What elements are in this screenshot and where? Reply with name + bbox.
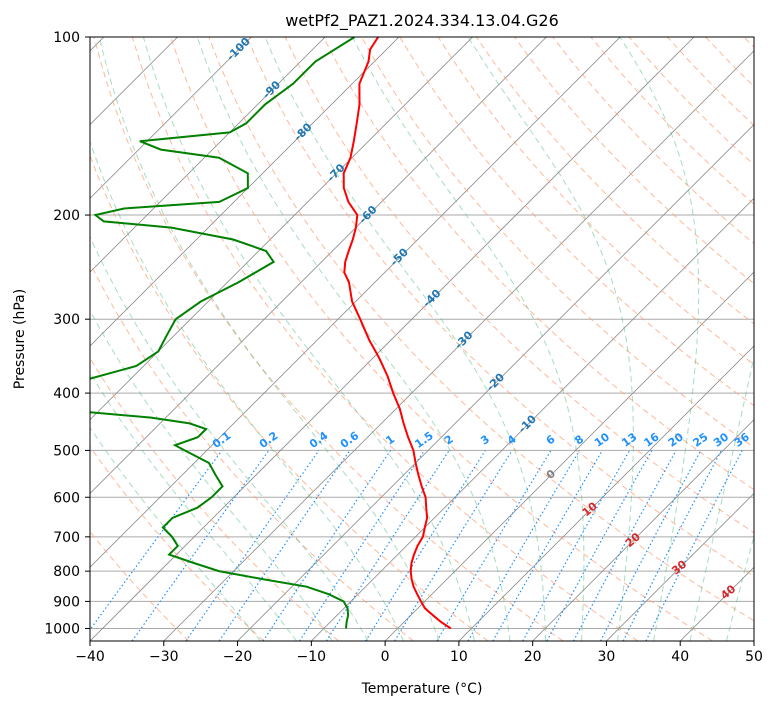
moist-adiabat-line bbox=[689, 354, 754, 641]
chart-title: wetPf2_PAZ1.2024.334.13.04.G26 bbox=[285, 11, 559, 31]
isotherm-line bbox=[90, 37, 621, 568]
isotherm-line bbox=[606, 492, 754, 641]
x-tick-label: 0 bbox=[381, 649, 390, 665]
moist-adiabat-line bbox=[726, 534, 754, 641]
dry-adiabat-line bbox=[170, 37, 713, 641]
isotherm-line bbox=[163, 50, 754, 641]
mixing-ratio-line bbox=[546, 450, 653, 641]
dry-adiabat-line bbox=[90, 445, 265, 641]
y-tick-label: 700 bbox=[53, 530, 80, 546]
mixing-ratio-line bbox=[645, 450, 743, 641]
x-axis-title: Temperature (°C) bbox=[361, 681, 483, 697]
y-tick-label: 500 bbox=[53, 443, 80, 459]
isotherm-line bbox=[237, 123, 754, 641]
dry-adiabat-line bbox=[246, 37, 754, 577]
mixing-ratio-line bbox=[394, 450, 513, 641]
mixing-ratio-line bbox=[572, 450, 677, 641]
mixing-ratio-line bbox=[185, 450, 320, 641]
moist-adiabat-line bbox=[90, 309, 333, 641]
isotherm-line bbox=[90, 37, 473, 421]
y-tick-label: 300 bbox=[53, 312, 80, 328]
mixing-ratio-line bbox=[522, 450, 631, 641]
y-tick-label: 1000 bbox=[44, 621, 80, 637]
moist-adiabat-line bbox=[619, 37, 700, 641]
y-axis-title: Pressure (hPa) bbox=[12, 289, 28, 389]
mixing-ratio-line bbox=[90, 450, 223, 631]
mixing-ratio-line bbox=[131, 450, 270, 641]
x-tick-label: 50 bbox=[745, 649, 763, 665]
moist-adiabat-line bbox=[90, 235, 369, 641]
x-tick-label: −10 bbox=[297, 649, 327, 665]
isotherm-line bbox=[90, 37, 547, 495]
moist-adiabat-line bbox=[90, 140, 405, 641]
y-tick-label: 400 bbox=[53, 386, 80, 402]
moist-adiabat-line bbox=[142, 37, 475, 641]
isotherm-line bbox=[384, 271, 754, 641]
mixing-ratio-line bbox=[262, 450, 392, 641]
y-tick-label: 200 bbox=[53, 208, 80, 224]
isotherm-line bbox=[532, 419, 754, 641]
y-tick-label: 100 bbox=[53, 30, 80, 46]
y-tick-label: 900 bbox=[53, 594, 80, 610]
mixing-ratio-line bbox=[622, 450, 722, 641]
isotherm-line bbox=[90, 37, 695, 641]
mixing-ratio-line bbox=[299, 450, 425, 641]
axes: −40 −30 −20 −10 0 10 20 30 40 50 100 200 300 400 500 60… bbox=[44, 30, 763, 665]
dry-adiabat-line bbox=[90, 357, 339, 641]
dry-adiabat-line bbox=[208, 37, 754, 622]
moist-adiabat-line bbox=[90, 371, 297, 641]
x-tick-label: −40 bbox=[75, 649, 105, 665]
isotherm-line bbox=[90, 37, 252, 199]
dry-adiabat-line bbox=[322, 37, 754, 491]
dry-adiabat-line bbox=[90, 261, 414, 641]
moist-adiabat-line bbox=[98, 37, 440, 641]
moist-adiabat-line bbox=[196, 37, 511, 641]
plot-area bbox=[90, 37, 754, 641]
temperature-profile-line bbox=[342, 37, 452, 630]
x-tick-label: −20 bbox=[223, 649, 253, 665]
x-tick-label: −30 bbox=[149, 649, 179, 665]
moist-adiabat-line bbox=[264, 37, 547, 641]
x-tick-label: 20 bbox=[524, 649, 542, 665]
moist-adiabat-line bbox=[352, 37, 585, 641]
x-tick-label: 40 bbox=[671, 649, 689, 665]
isotherm-line bbox=[90, 37, 326, 273]
dry-adiabat-line bbox=[475, 37, 754, 325]
y-tick-label: 600 bbox=[53, 490, 80, 506]
dry-adiabat-line bbox=[131, 37, 639, 641]
y-tick-label: 800 bbox=[53, 564, 80, 580]
plot-frame bbox=[89, 36, 755, 642]
moist-adiabat-line bbox=[90, 426, 261, 641]
dewpoint-profile-line bbox=[90, 37, 356, 629]
dry-adiabat-line bbox=[284, 37, 754, 534]
isotherm-line bbox=[90, 37, 400, 347]
mixing-ratio-line bbox=[325, 450, 450, 641]
isotherm-line bbox=[458, 345, 754, 641]
dry-adiabat-line bbox=[437, 37, 754, 366]
x-tick-label: 30 bbox=[598, 649, 616, 665]
x-tick-label: 10 bbox=[450, 649, 468, 665]
dry-adiabat-line bbox=[93, 37, 564, 641]
dry-adiabat-line bbox=[514, 37, 754, 285]
mixing-ratio-line bbox=[218, 450, 351, 641]
